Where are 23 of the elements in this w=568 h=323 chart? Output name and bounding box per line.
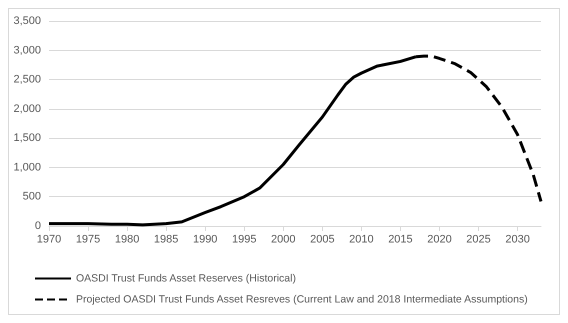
x-tick-label: 1995 xyxy=(232,234,256,246)
x-tick-label: 1970 xyxy=(36,234,62,246)
x-tick-label: 2000 xyxy=(271,234,296,246)
y-tick-label: 1,500 xyxy=(13,132,41,144)
x-tick-label: 2015 xyxy=(388,234,413,246)
x-tick-label: 1980 xyxy=(114,234,140,246)
y-tick-label: 0 xyxy=(34,220,41,232)
x-tick-label: 1975 xyxy=(76,234,100,246)
y-tick-label: 3,000 xyxy=(13,44,41,56)
x-tick-label: 2005 xyxy=(310,234,335,246)
y-tick-label: 1,000 xyxy=(13,161,41,174)
x-tick-label: 2010 xyxy=(349,234,374,246)
y-tick-label: 3,500 xyxy=(13,15,41,27)
y-tick-label: 500 xyxy=(22,190,41,203)
x-tick-label: 2020 xyxy=(427,234,452,246)
x-tick-label: 1985 xyxy=(154,234,178,246)
y-tick-label: 2,000 xyxy=(13,102,41,115)
x-tick-label: 2030 xyxy=(505,234,530,246)
legend-label: OASDI Trust Funds Asset Reserves (Historical) xyxy=(76,272,296,284)
legend-label: Projected OASDI Trust Funds Asset Resreves (Current Law and 2018 Intermediate Assumptions) xyxy=(76,294,528,306)
x-tick-label: 1990 xyxy=(192,234,218,246)
x-tick-label: 2025 xyxy=(466,234,491,246)
y-tick-label: 2,500 xyxy=(13,74,41,86)
